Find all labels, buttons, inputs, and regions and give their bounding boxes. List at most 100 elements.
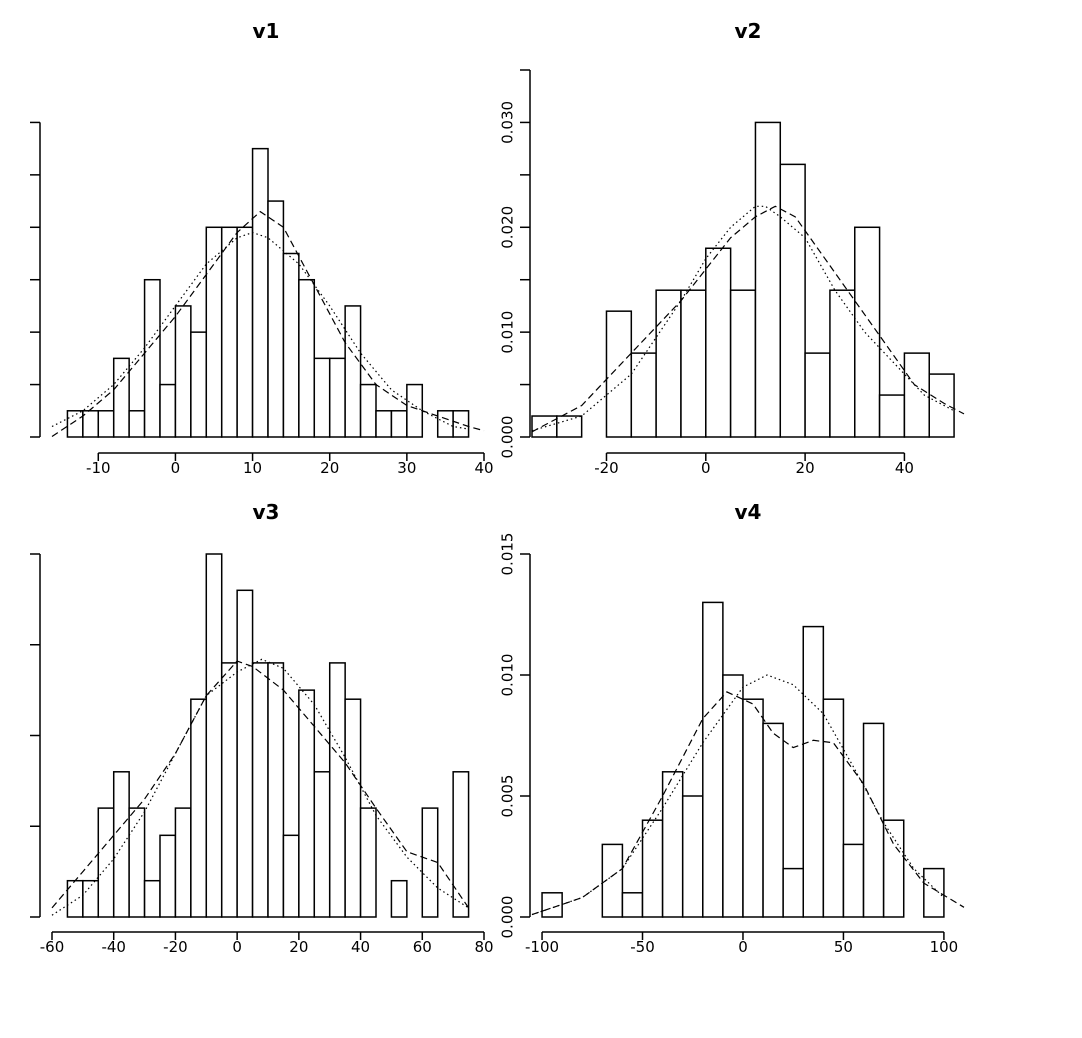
histogram-bar: [267, 200, 285, 438]
histogram-bar: [313, 357, 331, 438]
y-tick-label: 0.020: [499, 206, 517, 249]
histogram-bar: [641, 819, 664, 918]
histogram-bar: [190, 331, 208, 438]
histogram-bar: [390, 410, 408, 438]
histogram-bar: [878, 394, 906, 438]
histogram-bar: [267, 662, 285, 918]
histogram-bar: [782, 867, 805, 918]
x-tick-label: 0: [171, 459, 181, 477]
histogram-bar: [174, 305, 192, 438]
histogram-bar: [601, 843, 624, 918]
histogram-bar: [406, 383, 424, 438]
histogram-bar: [236, 226, 254, 438]
histogram-bar: [159, 834, 177, 918]
panel-2: v2 -20 0 20 40 0.000 0.010 0.020 0.030: [499, 19, 965, 477]
y-tick-label: 0.000: [499, 416, 517, 459]
histogram-bar: [705, 247, 732, 438]
histogram-bar: [842, 843, 865, 918]
histogram-bar: [729, 289, 757, 438]
histogram-bar: [556, 415, 583, 438]
x-tick-label: -10: [86, 459, 111, 477]
x-tick-label: -60: [40, 938, 65, 956]
histogram-bar: [854, 226, 881, 438]
x-tick-label: 10: [243, 459, 262, 477]
x-tick-label: 0: [738, 938, 748, 956]
histogram-bar: [220, 226, 238, 438]
histogram-bar: [344, 305, 362, 438]
histogram-bar: [605, 310, 633, 438]
histogram-bar: [681, 795, 704, 918]
histogram-bar: [375, 410, 393, 438]
panel-title: v1: [253, 19, 280, 43]
histogram-bar: [190, 698, 208, 918]
histogram-bar: [282, 252, 300, 438]
x-tick-label: 0: [701, 459, 711, 477]
x-tick-label: 80: [474, 938, 493, 956]
y-tick-label: 0.010: [499, 311, 517, 354]
histogram-bar: [174, 807, 192, 918]
histogram-bar: [112, 357, 130, 438]
histogram-bar: [862, 722, 885, 918]
histogram-bar: [66, 410, 84, 438]
histogram-bar: [452, 771, 470, 918]
histogram-bar: [159, 383, 177, 438]
density-curve-dashed: [51, 210, 485, 437]
x-tick-label: 20: [320, 459, 339, 477]
x-tick-label: -40: [101, 938, 126, 956]
x-tick-label: 100: [930, 938, 959, 956]
histogram-bar: [702, 601, 724, 918]
histogram-bar: [205, 226, 223, 438]
x-tick-label: 50: [834, 938, 853, 956]
histogram-bar: [923, 867, 945, 918]
histogram-bar: [298, 278, 316, 438]
histogram-bar: [804, 352, 831, 438]
x-tick-label: 20: [796, 459, 815, 477]
panel-1: v1 -10 0 10 20 30 40: [30, 19, 494, 477]
histogram-bar: [112, 771, 130, 918]
histogram-bar: [359, 807, 377, 918]
histogram-bar: [630, 352, 657, 438]
histogram-bar: [251, 147, 269, 438]
x-tick-label: -20: [163, 938, 188, 956]
histogram-bar: [680, 289, 707, 438]
histogram-bar: [128, 807, 146, 918]
y-tick-label: 0.015: [499, 533, 517, 576]
panel-title: v3: [253, 500, 280, 524]
x-tick-label: 40: [474, 459, 493, 477]
histogram-bar: [390, 879, 408, 918]
histogram-bar: [143, 879, 161, 918]
x-tick-label: 0: [232, 938, 242, 956]
histogram-bar: [313, 771, 331, 918]
histogram-bar: [82, 879, 100, 918]
y-tick-label: 0.005: [499, 775, 517, 818]
histogram-bar: [903, 352, 930, 438]
density-curve-dotted: [51, 658, 469, 916]
y-tick-label: 0.000: [499, 896, 517, 939]
panel-3: v3 -60 -40 -20 0 20 40 60 80: [30, 500, 494, 956]
histogram-bar: [236, 589, 254, 918]
histogram-bar: [762, 722, 784, 918]
histogram-bar: [328, 662, 346, 918]
density-curve-dotted: [51, 231, 469, 430]
x-tick-label: 40: [351, 938, 370, 956]
histogram-bar: [97, 410, 115, 438]
histogram-bar: [452, 410, 470, 438]
x-tick-label: -20: [594, 459, 619, 477]
x-tick-label: 60: [413, 938, 432, 956]
panel-4: v4 -100 -50 0 50 100 0.000 0.005 0.010 0.015: [499, 500, 965, 956]
histogram-bar: [531, 415, 558, 438]
histogram-bar: [742, 698, 764, 918]
histogram-bar: [802, 625, 825, 918]
x-tick-label: -50: [630, 938, 655, 956]
histogram-bar: [822, 698, 845, 918]
y-tick-label: 0.010: [499, 654, 517, 697]
histogram-bar: [754, 121, 782, 438]
histogram-bar: [661, 771, 684, 918]
histogram-bar: [779, 163, 806, 438]
density-curve-dotted: [531, 674, 945, 916]
histogram-bar: [128, 410, 146, 438]
histogram-bar: [621, 892, 644, 918]
histogram-bar: [359, 383, 377, 438]
histogram-bar: [928, 373, 955, 438]
